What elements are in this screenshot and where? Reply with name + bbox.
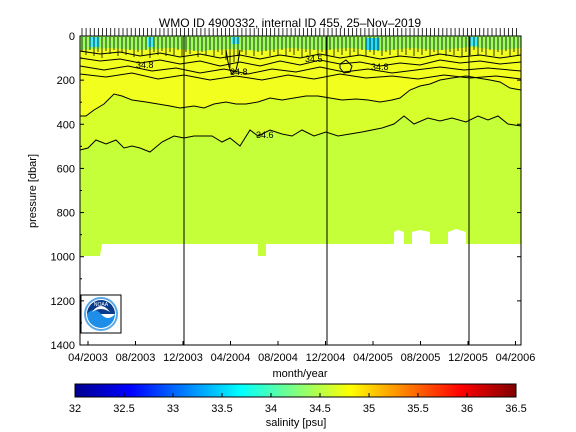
colorbar: 32 32.5 33 33.5 34 34.5 35 35.5 36 36.5 salinity … [69, 383, 527, 429]
contour-lines [80, 49, 521, 153]
salinity-field [80, 36, 521, 256]
colorbar-tick-label: 34.5 [309, 403, 330, 415]
colorbar-tick-label: 36.5 [505, 403, 526, 415]
x-tick-label: 04/2005 [353, 352, 393, 364]
y-tick-label: 200 [57, 75, 75, 87]
y-tick-label: 1400 [51, 340, 75, 352]
x-tick-group: 04/2003 08/2003 12/2003 04/2004 08/2004 12/20… [68, 341, 535, 364]
logo-sea [87, 310, 115, 328]
y-tick-label: 0 [69, 31, 75, 43]
plot-area: 34.8 34.8 34.5 34.8 34.6 NOAA [79, 28, 522, 346]
surface-patch [366, 38, 380, 50]
contour-line [80, 115, 521, 153]
noaa-logo: NOAA [80, 294, 122, 334]
colorbar-tick-label: 34 [265, 403, 277, 415]
y-tick-label: 1000 [51, 252, 75, 264]
colorbar-tick-label: 32 [69, 403, 81, 415]
surface-patch [232, 37, 240, 44]
colorbar-tick-label: 32.5 [113, 403, 134, 415]
colorbar-label: salinity [psu] [266, 417, 327, 429]
x-tick-label: 04/2003 [68, 352, 108, 364]
contour-line [339, 59, 353, 74]
profile-track [241, 37, 399, 57]
contour-label-group: 34.8 34.8 34.5 34.8 34.6 [136, 54, 389, 140]
y-axis-label: pressure [dbar] [27, 154, 39, 228]
contour-line [225, 49, 241, 75]
contour-label: 34.8 [230, 67, 248, 77]
x-tick-label: 04/2004 [211, 352, 251, 364]
logo-text: NOAA [94, 302, 109, 308]
contour-line [80, 72, 521, 81]
y-tick-label: 600 [57, 163, 75, 175]
colorbar-tick-label: 35.5 [407, 403, 428, 415]
x-axis: 04/2003 08/2003 12/2003 04/2004 08/2004 12/20… [68, 341, 535, 380]
colorbar-tick-label: 33 [167, 403, 179, 415]
x-tick-label: 04/2006 [496, 352, 536, 364]
contour-label: 34.6 [256, 130, 274, 140]
contour-label: 34.8 [371, 62, 389, 72]
noaa-gull-icon [92, 306, 110, 312]
profile-track [81, 37, 239, 68]
contour-line [80, 65, 521, 75]
contour-line [80, 75, 521, 117]
x-tick-label: 08/2004 [258, 352, 298, 364]
contour-label: 34.5 [305, 54, 323, 64]
x-axis-label: month/year [272, 368, 327, 380]
contour-label: 34.8 [136, 60, 154, 70]
y-tick-group: 0 200 400 600 800 1000 1200 1400 [51, 31, 521, 352]
upper-layer-fill [80, 36, 521, 116]
colorbar-ticks: 32 32.5 33 33.5 34 34.5 35 35.5 36 36.5 [69, 393, 527, 415]
profile-tracks [81, 37, 519, 68]
colorbar-tick-label: 33.5 [211, 403, 232, 415]
y-tick-label: 400 [57, 119, 75, 131]
x-tick-label: 12/2003 [163, 352, 203, 364]
y-tick-label: 1200 [51, 296, 75, 308]
profile-track [401, 37, 519, 57]
x-tick-label: 08/2003 [116, 352, 156, 364]
chart-title: WMO ID 4900332, internal ID 455, 25–Nov–… [159, 16, 421, 30]
contour-line [80, 50, 521, 60]
x-tick-label: 12/2004 [306, 352, 346, 364]
year-boundaries [183, 36, 470, 345]
surface-patch [90, 37, 100, 47]
colorbar-tick-label: 35 [363, 403, 375, 415]
x-tick-label: 08/2005 [401, 352, 441, 364]
profile-ticks [81, 28, 517, 36]
y-tick-label: 800 [57, 208, 75, 220]
x-tick-label: 12/2005 [448, 352, 488, 364]
y-axis: 0 200 400 600 800 1000 1200 1400 pressure [dbar… [27, 31, 521, 352]
colorbar-gradient [74, 383, 517, 398]
colorbar-tick-label: 36 [461, 403, 473, 415]
contour-line [80, 57, 521, 67]
surface-patch [148, 37, 154, 47]
